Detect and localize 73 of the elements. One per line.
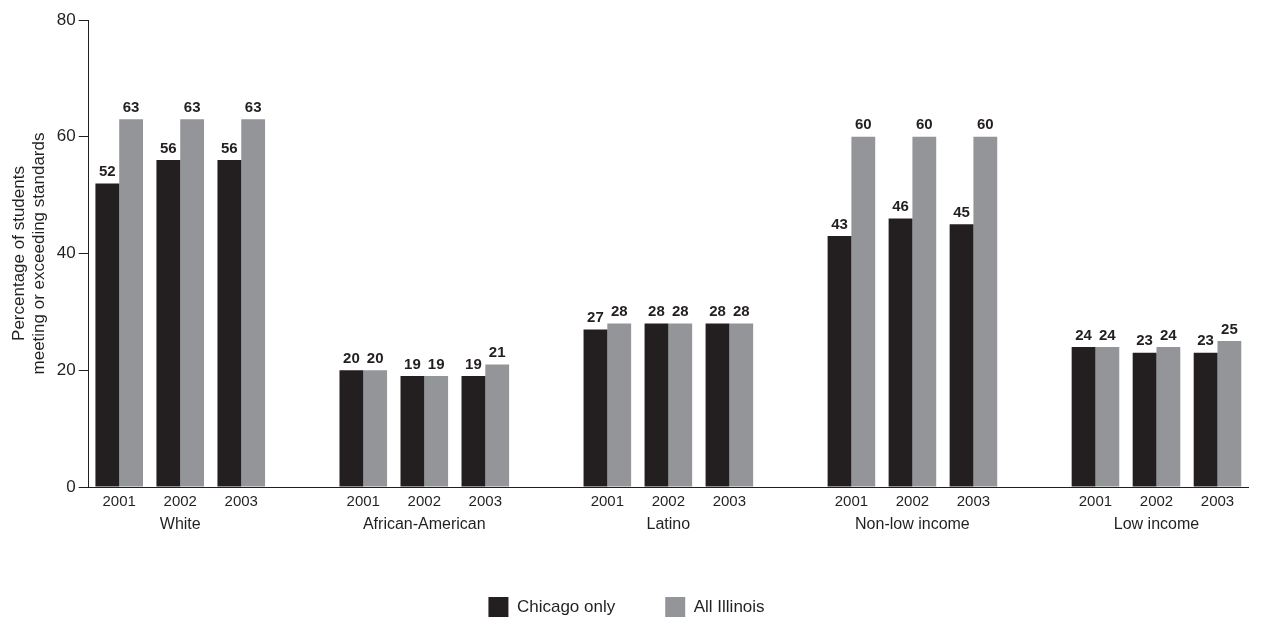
- bar: [424, 376, 449, 487]
- bar: [1156, 346, 1181, 487]
- text: Low income: [1113, 515, 1200, 533]
- bar: [668, 323, 693, 487]
- y-tick-label: 80: [56, 9, 76, 29]
- x-tick-label: 2003: [956, 492, 991, 510]
- x-tick-label: 2002: [1139, 492, 1174, 510]
- data-label: 63: [183, 97, 201, 115]
- y-tick-label: 40: [56, 243, 76, 263]
- x-tick-label: 2002: [407, 492, 441, 510]
- legend-label: Chicago only: [516, 596, 616, 616]
- x-tick-label: 2003: [468, 492, 502, 510]
- data-label: 25: [1221, 319, 1238, 337]
- text: White: [159, 515, 201, 533]
- data-label: 56: [159, 138, 177, 156]
- x-tick-label: 2002: [163, 492, 197, 510]
- data-label: 56: [221, 138, 238, 156]
- text: Non-low income: [855, 515, 970, 533]
- bar: [1217, 341, 1242, 487]
- data-label: 20: [366, 348, 384, 366]
- x-tick-label: 2001: [102, 492, 136, 510]
- y-tick-label: 20: [56, 359, 76, 379]
- bar: [973, 136, 998, 487]
- data-label: 60: [915, 115, 933, 133]
- text: Latino: [646, 515, 691, 533]
- data-label: 28: [671, 302, 689, 320]
- legend-label: All Illinois: [693, 596, 765, 616]
- bar: [851, 136, 876, 487]
- data-label: 46: [892, 197, 909, 215]
- bar: [180, 119, 205, 487]
- x-tick-label: 2003: [224, 492, 258, 510]
- data-label: 28: [732, 302, 750, 320]
- x-tick-label: 2002: [651, 492, 686, 510]
- data-label: 28: [709, 302, 726, 320]
- bar: [485, 364, 510, 487]
- data-label: 28: [610, 302, 628, 320]
- x-tick-label: 2001: [834, 492, 869, 510]
- y-tick-label: 60: [56, 126, 76, 146]
- data-label: 60: [854, 115, 872, 133]
- y-axis-title: Percentage of students meeting or exceeding standards: [8, 132, 49, 375]
- data-label: 19: [404, 354, 421, 372]
- bar: [241, 119, 266, 487]
- x-tick-label: 2003: [712, 492, 747, 510]
- data-label: 52: [98, 162, 116, 180]
- data-label: 24: [1075, 325, 1093, 343]
- data-label: 43: [831, 214, 848, 232]
- bar: [912, 136, 937, 487]
- data-label: 23: [1136, 331, 1153, 349]
- text: African-American: [362, 515, 486, 533]
- data-label: 19: [465, 354, 482, 372]
- data-label: 60: [976, 115, 994, 133]
- bar: [607, 323, 632, 487]
- bar: [363, 370, 388, 487]
- data-label: 24: [1099, 325, 1117, 343]
- x-tick-label: 2001: [590, 492, 625, 510]
- y-tick-label: 0: [66, 476, 76, 496]
- x-tick-label: 2003: [1200, 492, 1235, 510]
- data-label: 21: [488, 343, 506, 361]
- data-label: 24: [1160, 325, 1178, 343]
- data-label: 63: [122, 97, 140, 115]
- data-label: 27: [587, 308, 604, 326]
- data-label: 63: [244, 97, 262, 115]
- data-label: 23: [1197, 331, 1214, 349]
- x-tick-label: 2001: [346, 492, 380, 510]
- x-tick-label: 2002: [895, 492, 930, 510]
- bar: [729, 323, 754, 487]
- bar: [1095, 346, 1120, 487]
- data-label: 20: [343, 348, 360, 366]
- bar: [119, 119, 144, 487]
- x-tick-label: 2001: [1078, 492, 1113, 510]
- data-label: 28: [648, 302, 665, 320]
- data-label: 19: [427, 354, 445, 372]
- data-label: 45: [953, 202, 970, 220]
